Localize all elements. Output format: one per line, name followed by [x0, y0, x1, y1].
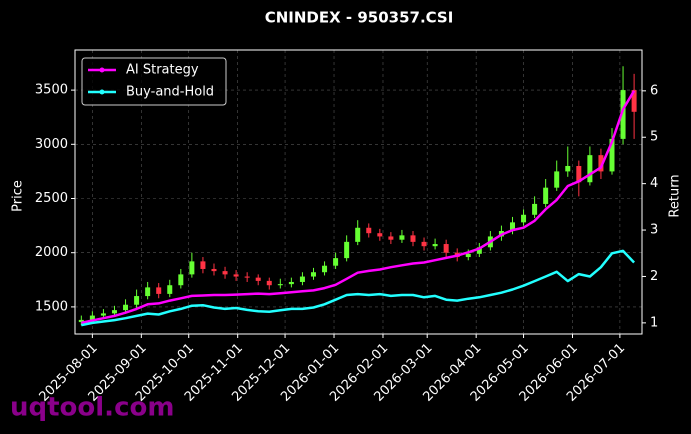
candle-body [543, 187, 549, 204]
candle-body [288, 281, 294, 285]
candle-body [266, 280, 272, 286]
candle-body [299, 276, 305, 282]
candle-body [344, 241, 350, 259]
candle-body [100, 313, 106, 316]
candle-body [134, 296, 140, 305]
series-line [81, 90, 636, 325]
legend: AI Strategy Buy-and-Hold [81, 57, 227, 106]
candle-body [178, 274, 184, 286]
candle-body [598, 155, 604, 172]
y-tick-label: 2000 [35, 245, 68, 260]
candle-body [609, 138, 615, 172]
candle-body [222, 271, 228, 275]
candle-body [620, 90, 626, 139]
candle-body [421, 241, 427, 247]
candle-body [145, 287, 151, 297]
legend-marker [99, 89, 105, 95]
legend-label: AI Strategy [126, 63, 199, 78]
candle-body [521, 214, 527, 223]
candle-body [587, 155, 593, 183]
candle-body [465, 253, 471, 258]
y2-tick-label: 1 [650, 315, 658, 330]
y-axis-label: Price [11, 180, 26, 212]
y2-tick-label: 5 [650, 130, 658, 145]
candle-body [476, 247, 482, 254]
candle-body [333, 258, 339, 266]
legend-marker [99, 67, 105, 73]
candle-body [576, 165, 582, 183]
plot-frame [74, 49, 643, 335]
candle-body [443, 244, 449, 253]
y2-tick-label: 4 [650, 176, 658, 191]
candle-body [310, 272, 316, 277]
candle-body [410, 235, 416, 242]
candle-body [123, 304, 129, 311]
candle-body [554, 171, 560, 188]
y-tick-label: 2500 [35, 191, 68, 206]
candle-body [509, 222, 515, 232]
candle-body [200, 261, 206, 269]
watermark: uqtool.com [10, 393, 174, 423]
chart-title: CNINDEX - 950357.CSI [265, 9, 454, 27]
y-tick-label: 3500 [35, 83, 68, 98]
candle-body [631, 90, 637, 112]
candle-body [277, 284, 283, 286]
candle-body [233, 274, 239, 277]
candle-body [78, 319, 84, 323]
y2-tick-label: 6 [650, 83, 658, 98]
plot-area: 2025-08-012025-09-012025-10-012025-11-01… [35, 49, 658, 405]
candle-body [355, 227, 361, 242]
candle-body [189, 261, 195, 275]
candle-body [565, 165, 571, 172]
candle-body [167, 285, 173, 294]
candle-body [388, 236, 394, 240]
candle-body [244, 276, 250, 278]
candle-body [322, 265, 328, 273]
candle-body [255, 277, 261, 281]
candle-body [399, 235, 405, 240]
candle-body [366, 227, 372, 234]
series-line [81, 249, 636, 327]
y-tick-label: 1500 [35, 299, 68, 314]
y-tick-label: 3000 [35, 137, 68, 152]
candle-body [211, 268, 217, 272]
candle-body [532, 203, 538, 215]
legend-label: Buy-and-Hold [126, 85, 214, 100]
candle-body [377, 233, 383, 237]
candle-body [432, 244, 438, 247]
legend-box [81, 57, 227, 106]
candle-body [111, 310, 117, 314]
candle-body [89, 315, 95, 320]
y2-tick-label: 3 [650, 223, 658, 238]
y2-tick-label: 2 [650, 269, 658, 284]
candle-body [156, 287, 162, 294]
y2-axis-label: Return [668, 174, 683, 217]
